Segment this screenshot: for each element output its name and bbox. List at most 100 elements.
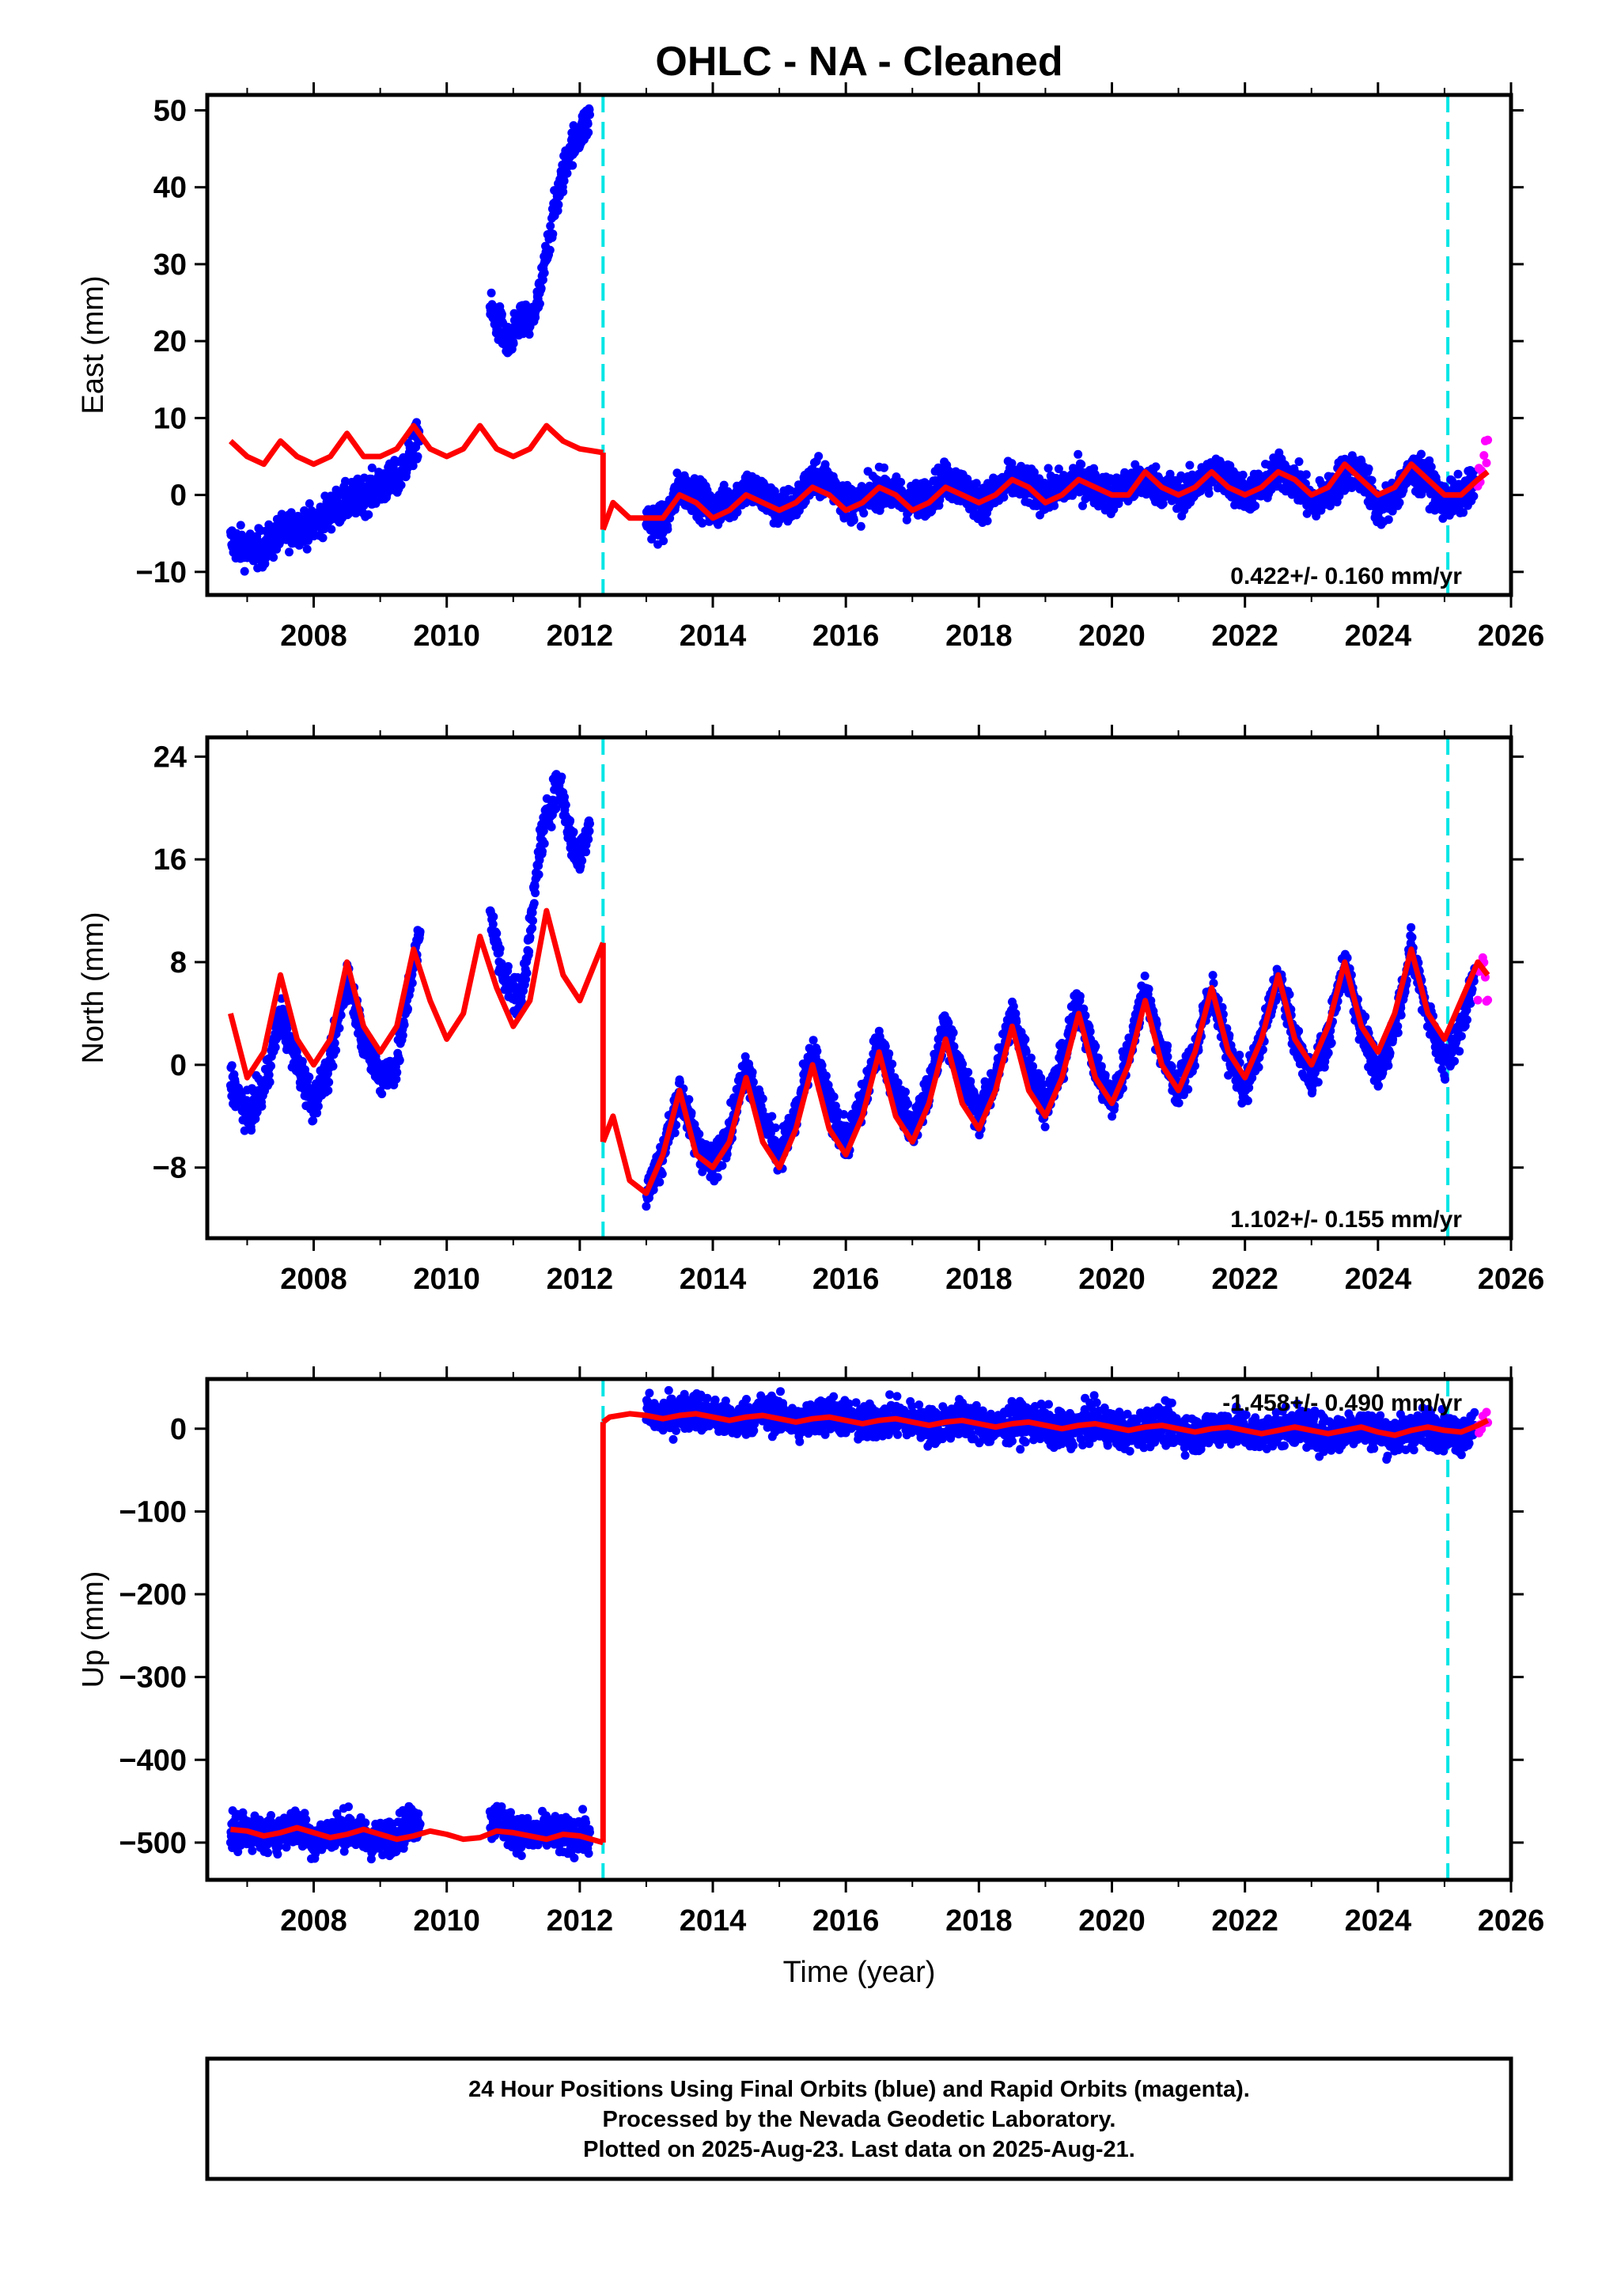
data-point: [1029, 468, 1039, 477]
data-point: [901, 1087, 910, 1097]
data-point: [531, 313, 540, 322]
data-point: [559, 188, 568, 196]
data-point: [312, 1108, 322, 1118]
data-point: [400, 1020, 409, 1029]
data-point: [1054, 464, 1063, 474]
data-point: [684, 1095, 694, 1104]
data-point: [359, 501, 369, 510]
x-tick-label: 2026: [1478, 619, 1545, 653]
data-point: [492, 929, 502, 938]
data-point: [1077, 460, 1086, 469]
data-point: [503, 962, 513, 971]
data-point: [331, 1046, 341, 1055]
data-point: [569, 828, 578, 837]
data-point: [1074, 449, 1083, 459]
data-point: [318, 533, 328, 543]
data-point: [748, 1078, 758, 1087]
data-point: [893, 1078, 903, 1087]
data-point: [659, 536, 668, 546]
data-point: [408, 461, 418, 471]
data-point: [1417, 449, 1426, 459]
data-point: [240, 566, 249, 576]
data-point: [999, 493, 1009, 502]
data-point: [1384, 515, 1393, 525]
data-point: [758, 1094, 767, 1104]
data-point: [557, 772, 566, 782]
panel-east: 2008 2010 2012 2014 2016 2018 2020 2022 2024 2026…: [77, 82, 1544, 653]
data-point: [1238, 470, 1248, 479]
data-point: [265, 1078, 275, 1087]
data-point: [364, 510, 373, 519]
data-point: [849, 516, 858, 525]
data-point: [522, 968, 532, 978]
data-point: [1204, 489, 1214, 498]
x-tick-label: 2010: [413, 619, 480, 653]
data-point: [528, 916, 537, 926]
data-point: [247, 1126, 256, 1135]
data-point: [896, 478, 906, 487]
data-point: [655, 1177, 665, 1187]
data-point: [578, 856, 587, 866]
data-point: [561, 800, 570, 809]
data-point: [240, 1126, 249, 1135]
data-point: [585, 110, 594, 119]
data-point: [812, 1047, 822, 1056]
panel-frame: [205, 93, 1513, 597]
data-point: [495, 944, 505, 953]
data-point: [583, 119, 593, 129]
data-point: [562, 169, 572, 178]
data-point: [530, 881, 540, 891]
data-point: [1479, 451, 1489, 460]
data-point: [267, 1061, 275, 1070]
data-point: [1395, 498, 1404, 507]
data-point: [767, 1112, 777, 1121]
data-point: [313, 1101, 323, 1111]
data-point: [1482, 458, 1491, 468]
data-point: [517, 997, 526, 1006]
data-point: [335, 1024, 344, 1032]
y-tick-label: 0: [170, 479, 187, 513]
data-point: [1251, 501, 1260, 510]
y-axis-title: East (mm): [77, 275, 110, 414]
data-point: [257, 1101, 267, 1111]
x-tick-label: 2020: [1078, 619, 1146, 653]
x-tick-label: 2014: [680, 619, 747, 653]
model-fit-line-2: [600, 461, 1490, 531]
data-point: [488, 919, 498, 929]
data-point: [540, 268, 549, 278]
data-point: [540, 839, 549, 848]
data-point: [888, 1059, 897, 1069]
data-point: [820, 460, 830, 469]
data-point: [971, 479, 981, 488]
data-point: [406, 985, 415, 995]
data-point: [324, 1078, 334, 1087]
data-point: [1483, 435, 1493, 445]
data-point: [585, 827, 594, 835]
data-point: [675, 1078, 684, 1087]
data-point: [336, 1010, 346, 1020]
data-point: [983, 516, 992, 525]
data-point: [487, 288, 496, 297]
data-point: [528, 923, 537, 933]
chart-title: OHLC - NA - Cleaned: [655, 39, 1062, 85]
y-tick-label: 10: [153, 402, 187, 435]
data-point: [859, 509, 869, 518]
data-point: [1050, 501, 1059, 510]
data-point: [227, 1061, 237, 1070]
data-point: [529, 899, 539, 908]
data-point: [771, 1123, 780, 1132]
data-point: [566, 816, 575, 825]
data-point: [398, 1031, 407, 1040]
data-point: [581, 847, 591, 857]
x-tick-label: 2024: [1345, 619, 1412, 653]
x-tick-label: 2008: [280, 619, 347, 653]
data-point: [548, 229, 558, 239]
data-point: [282, 1025, 292, 1033]
data-point: [1426, 462, 1436, 472]
data-point: [1469, 491, 1479, 501]
data-point: [839, 1110, 849, 1119]
data-point: [584, 128, 593, 137]
data-point: [538, 847, 547, 856]
